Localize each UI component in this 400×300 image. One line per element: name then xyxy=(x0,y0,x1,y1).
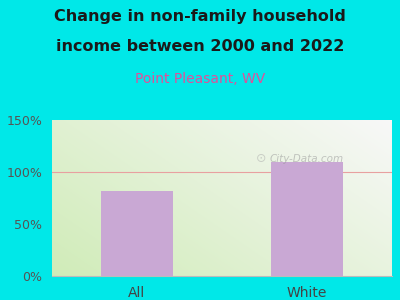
Text: Point Pleasant, WV: Point Pleasant, WV xyxy=(135,72,265,86)
Text: income between 2000 and 2022: income between 2000 and 2022 xyxy=(56,39,344,54)
Text: City-Data.com: City-Data.com xyxy=(270,154,344,164)
Bar xyxy=(271,162,343,276)
Text: Change in non-family household: Change in non-family household xyxy=(54,9,346,24)
Text: ⊙: ⊙ xyxy=(256,152,266,166)
Bar xyxy=(101,191,173,276)
